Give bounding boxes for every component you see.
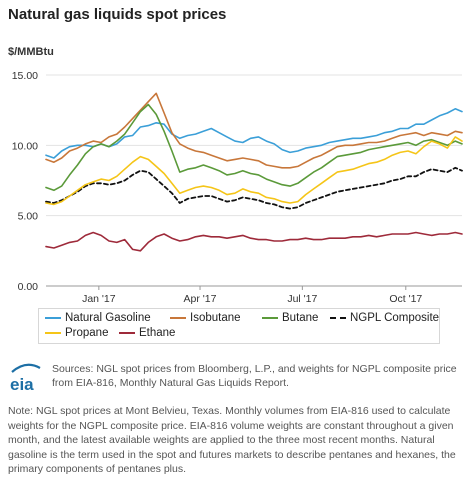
x-tick-label: Apr '17 [184,293,217,305]
note-text: Note: NGL spot prices at Mont Belvieu, T… [8,405,456,475]
legend-label: NGPL Composite [350,312,440,324]
series-line-butane [45,103,463,192]
x-tick-label: Jul '17 [287,293,317,305]
x-tick-label: Jan '17 [82,293,116,305]
y-tick-label: 15.00 [12,70,38,82]
legend-swatch [45,331,61,334]
eia-logo: eia [10,363,41,394]
series-line-ngpl-composite [45,166,463,210]
y-tick-label: 5.00 [18,211,39,223]
sources-text: Sources: NGL spot prices from Bloomberg,… [52,363,457,389]
series-line-isobutane [45,92,463,169]
logo-text: eia [10,375,34,394]
x-axis: Jan '17 Apr '17 Jul '17 Oct '17 [82,286,422,305]
series-line-natural-gasoline [45,108,463,159]
series-lines [45,92,463,252]
legend-label: Isobutane [190,312,241,324]
legend-item-propane: Propane [45,327,108,339]
series-line-propane [45,136,463,206]
legend-item-isobutane: Isobutane [170,312,241,324]
legend-swatch [330,316,346,319]
legend-label: Butane [282,312,319,324]
legend-item-ethane: Ethane [119,327,175,339]
chart-legend: Natural Gasoline Isobutane Butane NGPL C… [38,308,440,344]
y-axis-ticks: 0.00 5.00 10.00 15.00 [12,70,38,293]
legend-swatch [119,331,135,334]
y-axis-unit: $/MMBtu [8,46,54,58]
legend-label: Ethane [139,327,176,339]
series-line-ethane [45,231,463,252]
legend-swatch [262,316,278,319]
legend-swatch [170,316,186,319]
line-chart: 0.00 5.00 10.00 15.00 Jan '17 Apr '17 Jul '17… [12,70,463,305]
legend-label: Natural Gasoline [65,312,151,324]
x-tick-label: Oct '17 [389,293,422,305]
legend-label: Propane [65,327,109,339]
legend-swatch [45,316,61,319]
chart-title: Natural gas liquids spot prices [8,6,227,23]
legend-item-natural-gasoline: Natural Gasoline [45,312,151,324]
y-tick-label: 0.00 [18,281,39,293]
y-tick-label: 10.00 [12,140,38,152]
legend-item-ngpl-composite: NGPL Composite [330,312,439,324]
logo-swoosh [11,363,41,373]
legend-item-butane: Butane [262,312,318,324]
